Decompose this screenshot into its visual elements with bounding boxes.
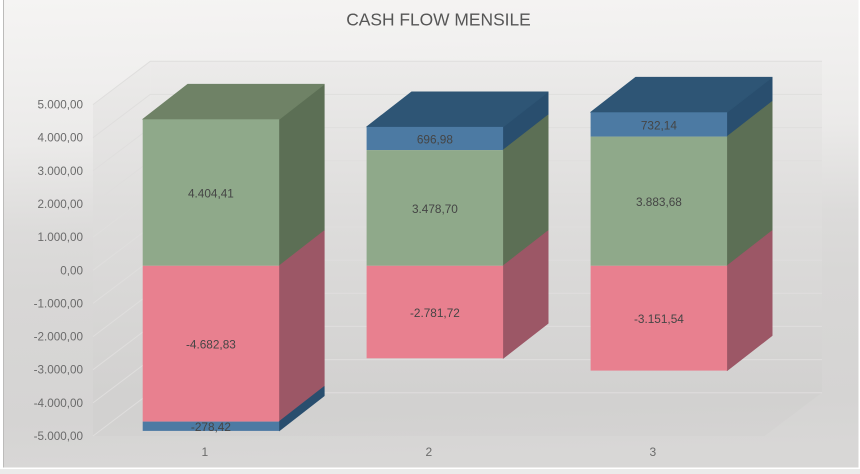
svg-text:-2.000,00: -2.000,00 bbox=[34, 331, 84, 344]
svg-text:1.000,00: 1.000,00 bbox=[38, 231, 84, 244]
svg-text:-4.682,83: -4.682,83 bbox=[186, 338, 236, 352]
svg-text:696,98: 696,98 bbox=[417, 133, 454, 147]
svg-text:CASH FLOW MENSILE: CASH FLOW MENSILE bbox=[346, 10, 531, 30]
svg-text:0,00: 0,00 bbox=[60, 264, 83, 277]
svg-text:3.478,70: 3.478,70 bbox=[412, 202, 458, 216]
svg-text:-3.151,54: -3.151,54 bbox=[634, 312, 684, 326]
svg-text:1: 1 bbox=[202, 445, 209, 459]
svg-text:3.883,68: 3.883,68 bbox=[636, 195, 682, 209]
svg-text:-2.781,72: -2.781,72 bbox=[410, 306, 460, 320]
svg-text:4.000,00: 4.000,00 bbox=[38, 132, 84, 145]
svg-text:-1.000,00: -1.000,00 bbox=[34, 297, 84, 310]
svg-text:3.000,00: 3.000,00 bbox=[38, 165, 84, 178]
svg-text:4.404,41: 4.404,41 bbox=[188, 187, 234, 201]
svg-text:-4.000,00: -4.000,00 bbox=[34, 397, 84, 410]
svg-text:-3.000,00: -3.000,00 bbox=[34, 364, 84, 377]
svg-text:732,14: 732,14 bbox=[641, 119, 678, 133]
svg-text:2.000,00: 2.000,00 bbox=[38, 198, 84, 211]
svg-text:5.000,00: 5.000,00 bbox=[38, 99, 84, 112]
svg-text:2: 2 bbox=[426, 445, 433, 459]
svg-text:-5.000,00: -5.000,00 bbox=[34, 430, 84, 443]
svg-text:-278,42: -278,42 bbox=[191, 420, 231, 434]
svg-text:3: 3 bbox=[649, 445, 656, 459]
